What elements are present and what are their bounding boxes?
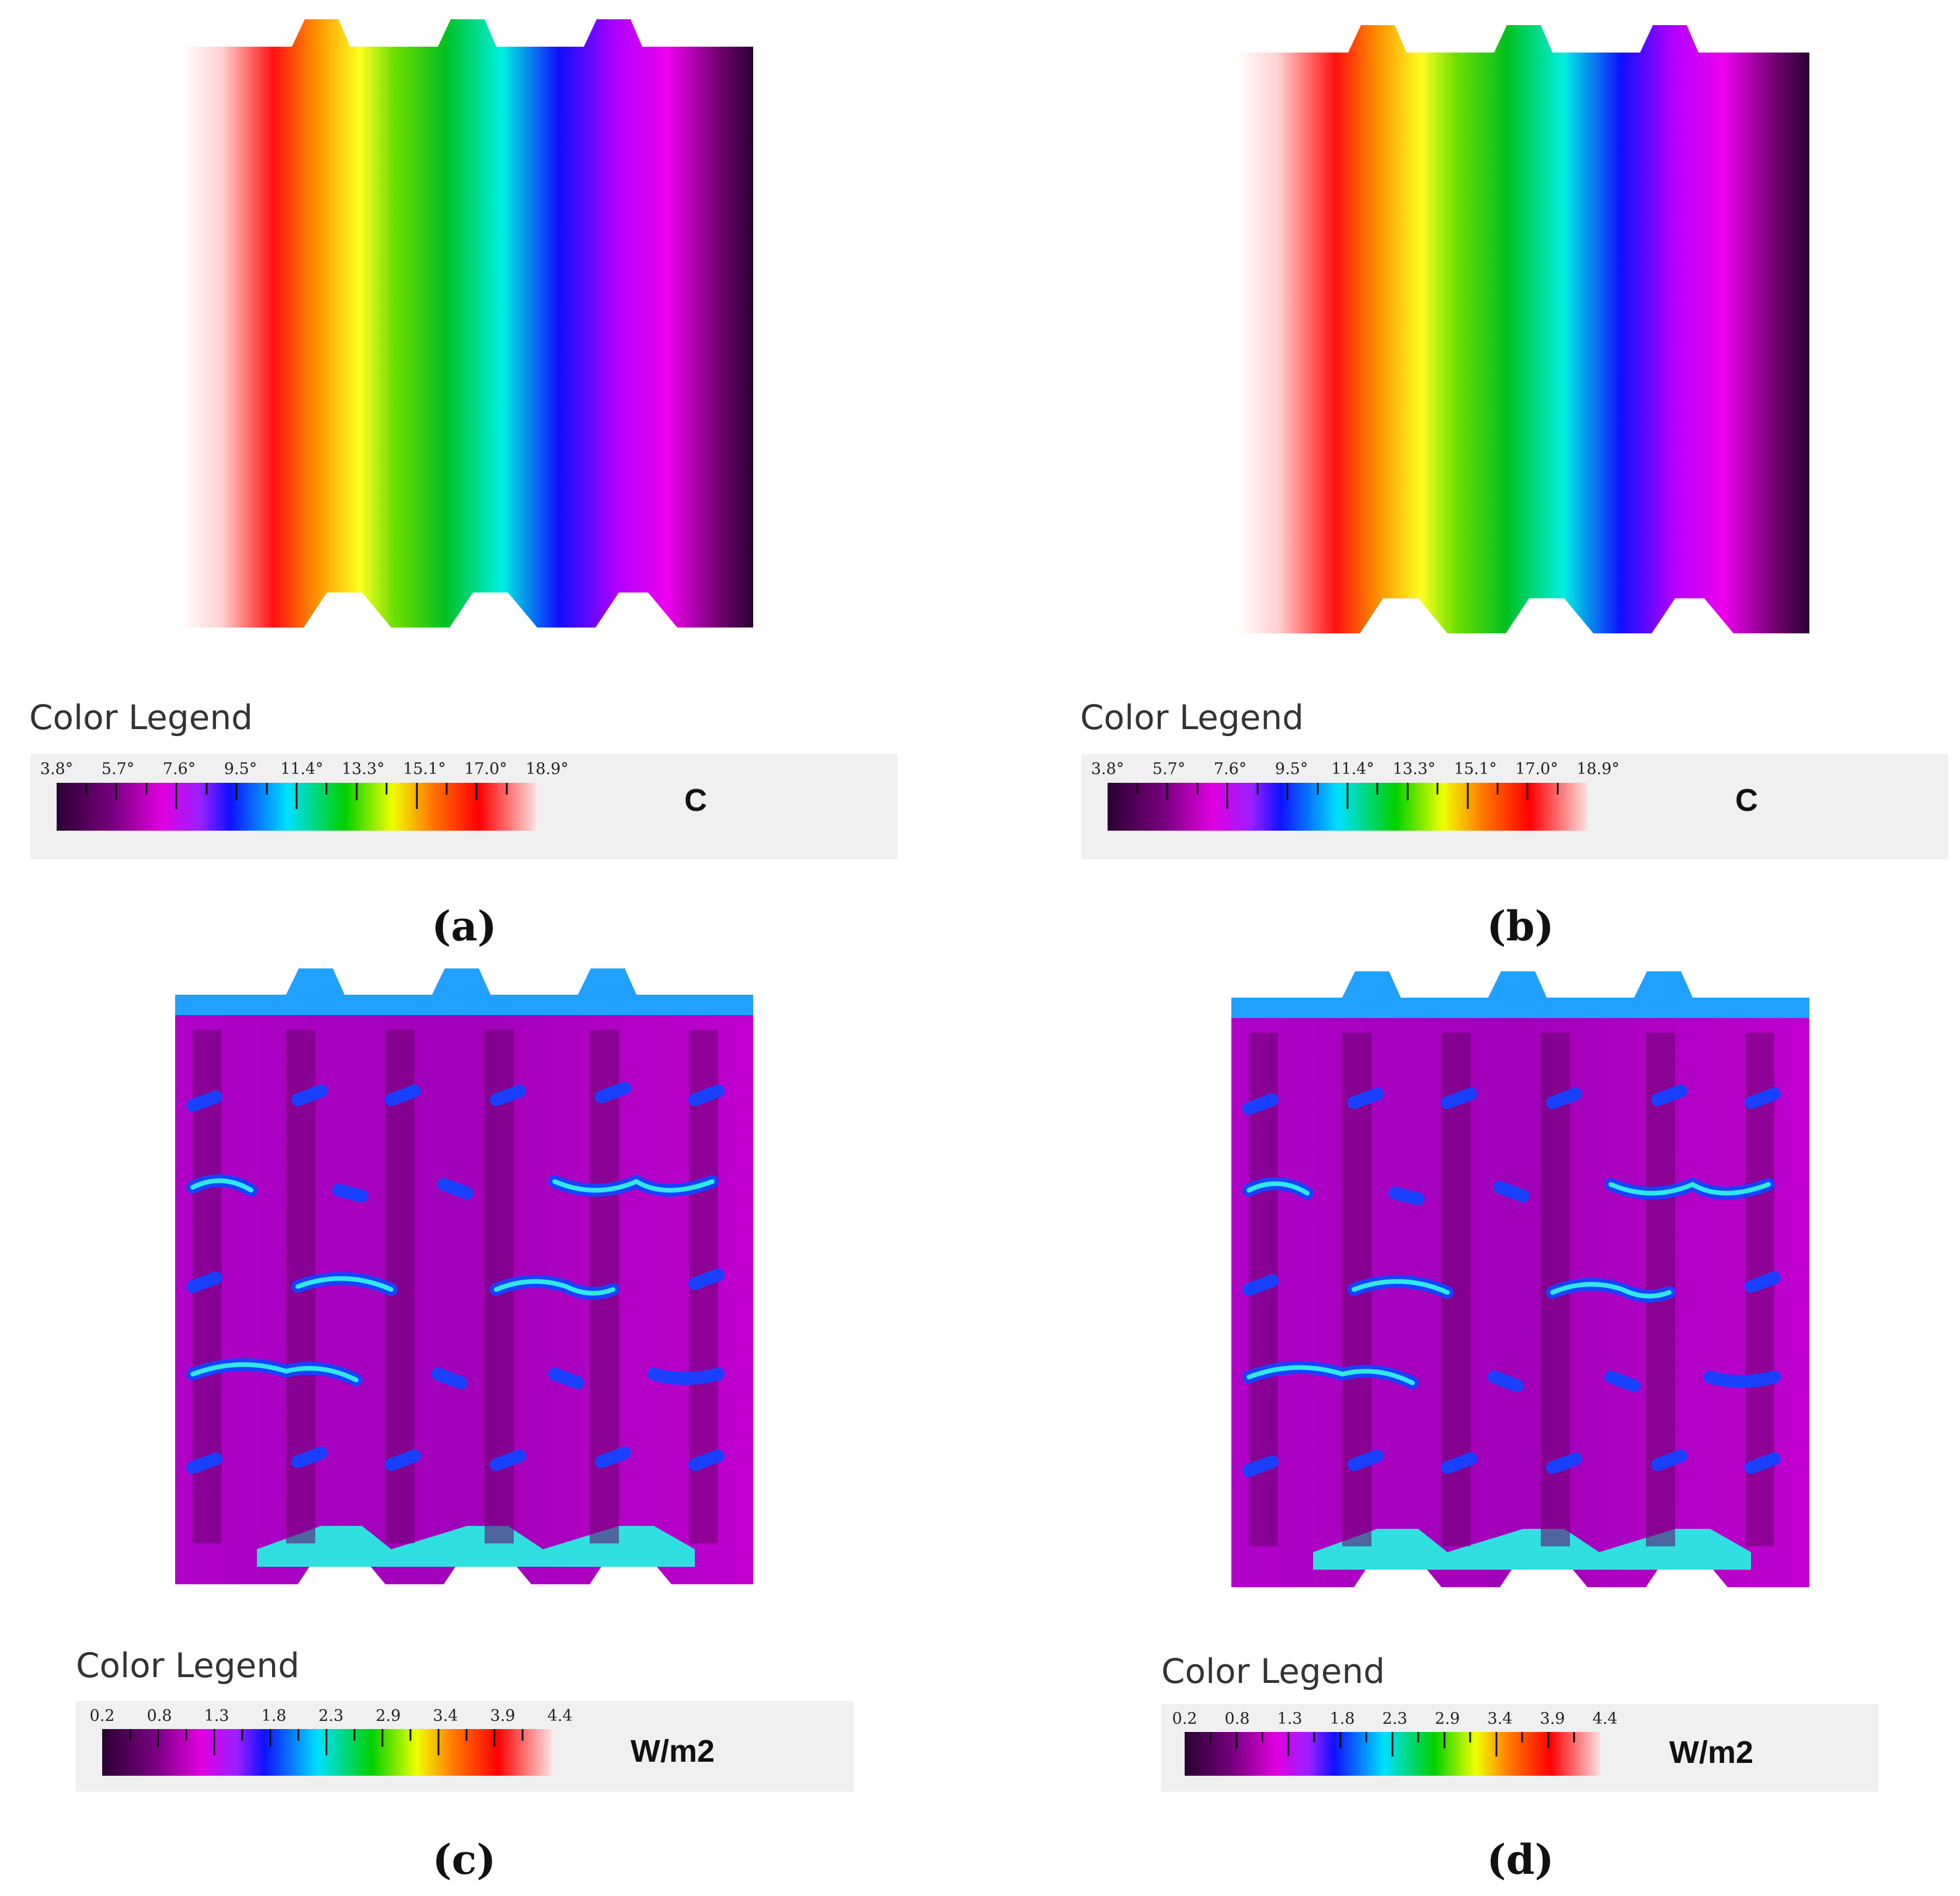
wall-section-shape	[1238, 25, 1809, 633]
tick-label: 5.7°	[1152, 760, 1186, 778]
tick-label: 4.4	[547, 1707, 573, 1725]
wall-section-shape	[182, 19, 753, 628]
tick-label: 0.8	[147, 1707, 172, 1725]
legend-title: Color Legend	[1080, 698, 1304, 737]
bottom-flux-band	[257, 1526, 695, 1567]
bottom-flux-band	[1313, 1529, 1751, 1570]
tick-label: 17.0°	[464, 760, 507, 778]
panel-b: Color Legend	[980, 0, 1960, 950]
unit-label: W/m2	[631, 1734, 715, 1769]
tick-label: 9.5°	[1275, 760, 1308, 778]
tick-label: 1.8	[1329, 1710, 1355, 1728]
tick-label: 11.4°	[1331, 760, 1374, 778]
temperature-contour-plot-a	[182, 19, 753, 628]
tick-label: 3.8°	[1091, 760, 1125, 778]
tick-label: 9.5°	[224, 760, 257, 778]
tick-label: 15.1°	[403, 760, 446, 778]
tick-label: 1.3	[204, 1707, 229, 1725]
tick-label: 4.4	[1592, 1710, 1618, 1728]
legend-title: Color Legend	[76, 1646, 300, 1685]
panel-caption: (c)	[432, 1835, 496, 1884]
tick-label: 18.9°	[1576, 760, 1620, 778]
color-legend-box: 3.8° 5.7° 7.6° 9.5° 11.4° 13.3° 15.1° 17…	[1081, 754, 1948, 859]
unit-label: C	[684, 783, 707, 818]
tick-label: 13.3°	[1392, 760, 1436, 778]
color-scale-bar	[1108, 783, 1588, 831]
tick-label: 3.8°	[40, 760, 74, 778]
top-flux-band	[175, 968, 753, 1015]
wall-section-shape	[1231, 971, 1809, 1587]
unit-label: C	[1735, 783, 1758, 818]
legend-title: Color Legend	[1161, 1651, 1385, 1691]
temperature-contour-plot-b	[1238, 25, 1809, 633]
tick-label: 7.6°	[1213, 760, 1247, 778]
color-legend-box: 0.2 0.8 1.3 1.8 2.3 2.9 3.4 3.9 4.4 W/m2	[1161, 1704, 1878, 1792]
tick-label: 2.9	[1435, 1710, 1460, 1728]
panel-caption: (a)	[431, 902, 497, 950]
legend-title: Color Legend	[29, 698, 253, 737]
tick-label: 7.6°	[162, 760, 196, 778]
panel-caption: (d)	[1486, 1835, 1554, 1884]
tick-label: 15.1°	[1454, 760, 1497, 778]
tick-label: 11.4°	[280, 760, 323, 778]
tick-label: 0.2	[1172, 1710, 1197, 1728]
unit-label: W/m2	[1669, 1735, 1754, 1770]
panel-caption: (b)	[1486, 902, 1554, 950]
tick-label: 1.8	[261, 1707, 287, 1725]
color-scale-bar	[1185, 1732, 1600, 1776]
wall-section-shape	[175, 968, 753, 1584]
tick-label: 2.3	[318, 1707, 344, 1725]
heat-flux-contour-plot-c	[175, 968, 753, 1584]
tick-label: 2.3	[1382, 1710, 1408, 1728]
color-legend-box: 3.8° 5.7° 7.6° 9.5° 11.4° 13.3° 15.1° 17…	[30, 754, 897, 859]
color-legend-box: 0.2 0.8 1.3 1.8 2.3 2.9 3.4 3.9 4.4 W/m2	[76, 1701, 854, 1792]
top-flux-band	[1231, 971, 1809, 1018]
tick-label: 3.4	[1487, 1710, 1513, 1728]
panel-d: Color Legend	[980, 948, 1960, 1896]
color-scale-bar	[57, 783, 537, 831]
tick-label: 3.4	[433, 1707, 458, 1725]
tick-label: 3.9	[1540, 1710, 1565, 1728]
tick-label: 17.0°	[1515, 760, 1558, 778]
panel-a: Color Legend	[0, 0, 980, 950]
tick-label: 13.3°	[342, 760, 385, 778]
tick-label: 18.9°	[525, 760, 569, 778]
tick-label: 3.9	[490, 1707, 516, 1725]
color-scale-bar	[102, 1729, 552, 1776]
tick-label: 1.3	[1277, 1710, 1303, 1728]
tick-label: 2.9	[375, 1707, 401, 1725]
tick-label: 0.8	[1224, 1710, 1250, 1728]
tick-label: 0.2	[89, 1707, 115, 1725]
heat-flux-contour-plot-d	[1231, 971, 1809, 1587]
panel-c: Color Legend	[0, 948, 980, 1896]
tick-label: 5.7°	[101, 760, 135, 778]
